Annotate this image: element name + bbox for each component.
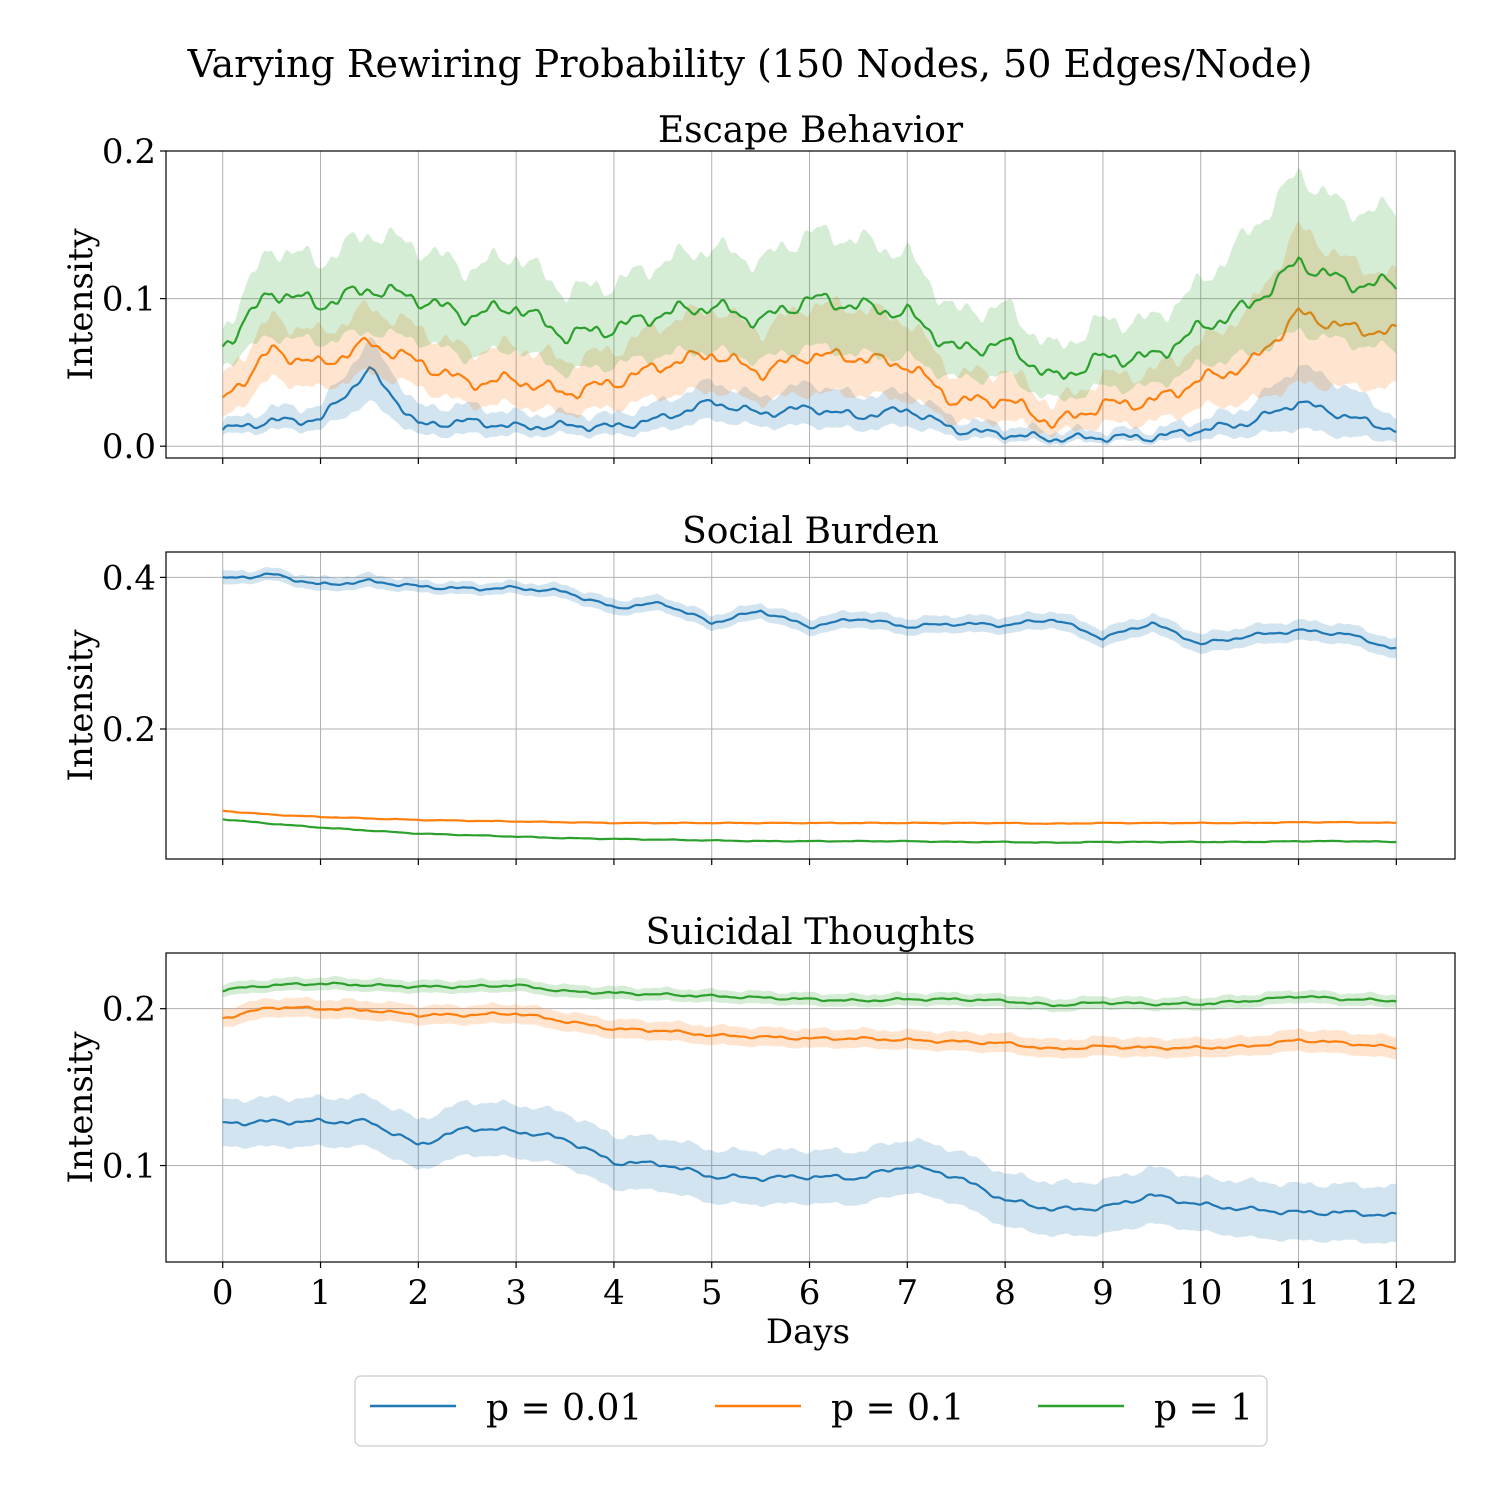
legend-label-p-0-01: p = 0.01 [486,1388,642,1429]
series-line-p-1 [222,818,1397,844]
x-tick-label: 12 [1375,1273,1418,1313]
x-tick-label: 5 [701,1273,723,1313]
x-tick-label: 11 [1277,1273,1320,1313]
series-line-p-1 [221,256,1398,380]
y-tick-label: 0.2 [102,132,156,172]
legend-label-p-0-1: p = 0.1 [831,1388,964,1429]
panel-title: Escape Behavior [658,110,964,151]
plot-area [222,566,1397,844]
figure-suptitle: Varying Rewiring Probability (150 Nodes,… [187,42,1313,86]
y-tick-label: 0.1 [102,280,156,320]
y-axis-label: Intensity [61,1031,101,1184]
axes-frame [165,952,1456,1263]
legend-label-p-1: p = 1 [1154,1388,1253,1429]
x-tick-label: 2 [408,1273,430,1313]
x-tick-label: 6 [799,1273,821,1313]
x-tick-label: 9 [1092,1273,1114,1313]
x-axis-label: Days [766,1312,850,1352]
series-line-p-0-01 [221,366,1397,443]
series-line-p-0-01 [222,1117,1397,1217]
band-p-0-01 [222,337,1397,446]
band-p-0-1 [222,996,1397,1060]
series-line-p-0-1 [221,307,1397,429]
band-p-1 [222,167,1397,402]
series-line-p-0-1 [222,809,1397,825]
x-tick-label: 0 [212,1273,234,1313]
x-tick-label: 10 [1179,1273,1222,1313]
panel-title: Social Burden [682,511,939,552]
panel-title: Suicidal Thoughts [646,912,976,953]
series-line-p-0-01 [222,572,1397,650]
y-tick-label: 0.0 [102,427,156,467]
y-tick-label: 0.2 [102,990,156,1030]
y-axis-label: Intensity [61,629,101,782]
plot-area [222,976,1397,1244]
plot-area [221,167,1398,446]
series-line-p-0-1 [222,1005,1397,1051]
panel-social-burden: 0.2 0.4 Social Burden Intensity [61,511,1456,865]
axes-frame [165,551,1456,860]
legend: p = 0.01 p = 0.1 p = 1 [354,1375,1268,1447]
y-axis-label: Intensity [61,228,101,381]
y-tick-label: 0.4 [102,558,156,598]
series-line-p-1 [222,981,1397,1008]
axes-frame [165,150,1456,459]
x-tick-label: 7 [897,1273,919,1313]
legend-frame [354,1375,1268,1447]
y-tick-label: 0.2 [102,710,156,750]
x-tick-label: 1 [310,1273,332,1313]
x-tick-label: 3 [505,1273,527,1313]
band-p-0-01 [222,566,1397,659]
y-tick-label: 0.1 [102,1147,156,1187]
x-tick-label: 8 [994,1273,1016,1313]
x-tick-label: 4 [603,1273,625,1313]
panel-escape-behavior: 0.0 0.1 0.2 Escape Behavior Intensity [61,110,1456,467]
